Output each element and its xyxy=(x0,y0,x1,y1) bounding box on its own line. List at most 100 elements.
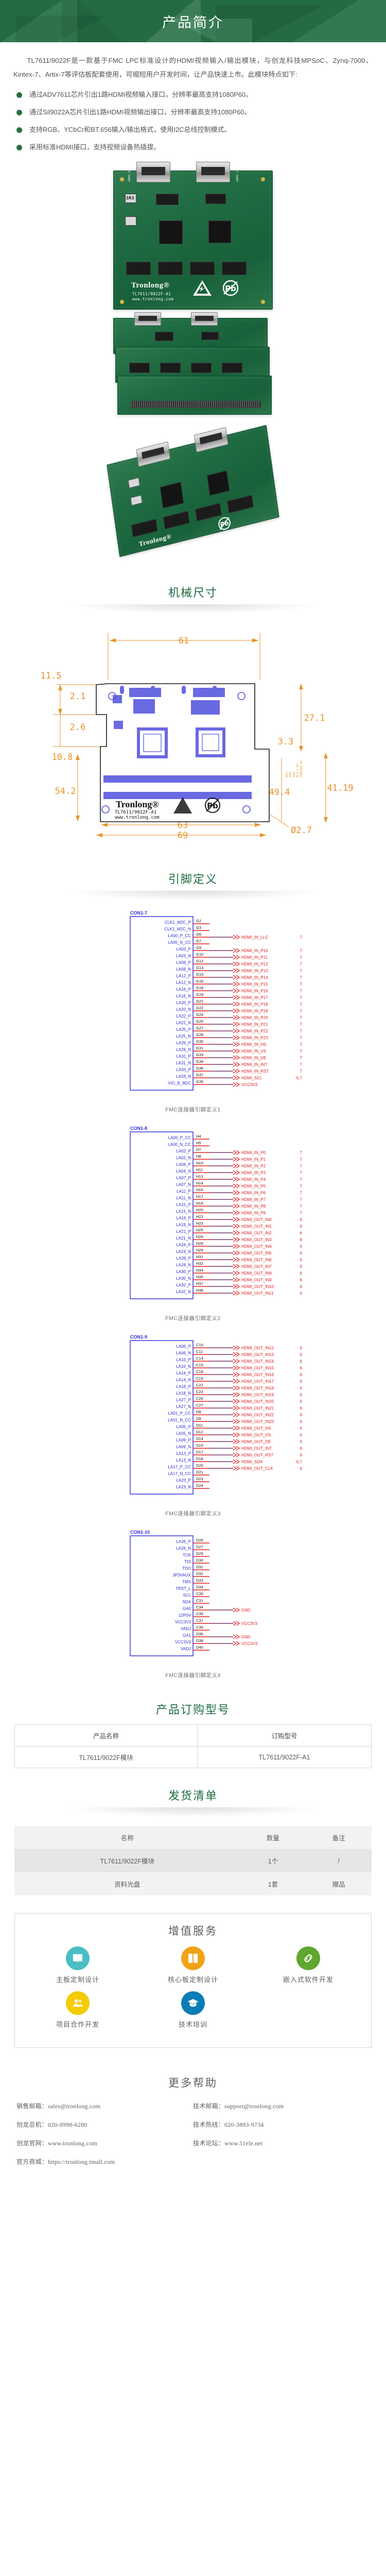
schematic-pin-number: D33 xyxy=(196,1578,203,1583)
schematic-sheet-ref: 6 xyxy=(300,1419,303,1424)
table-header-cell: 备注 xyxy=(332,1835,345,1842)
value-added-item[interactable]: 技术培训 xyxy=(135,1991,251,2029)
contact-value[interactable]: sales@tronlong.com xyxy=(48,2103,101,2110)
intro-section: TL7611/9022F是一款基于FMC LPC标准设计的HDMI视频输入/输出… xyxy=(0,42,386,83)
contact-label: 销售邮箱： xyxy=(16,2103,48,2110)
value-added-item[interactable]: 嵌入式软件开发 xyxy=(251,1946,366,1984)
schematic-signal-name: LA15_P xyxy=(177,1202,191,1207)
value-added-item[interactable]: 核心板定制设计 xyxy=(135,1946,251,1984)
schematic-net-name: HDMI_IN_P16 xyxy=(241,989,268,993)
schematic-signal-name: LA01_P_CC xyxy=(168,1411,191,1416)
schematic-signal-name: 12P0V xyxy=(179,1613,191,1618)
off-page-connector-icon xyxy=(233,1250,240,1256)
schematic-signal-name: TCK xyxy=(183,1553,191,1557)
schematic-sheet-ref: 7 xyxy=(300,1015,303,1020)
off-page-connector-icon xyxy=(233,1392,240,1397)
table-cell: 1套 xyxy=(268,1881,278,1889)
schematic-sheet-ref: 7 xyxy=(300,1069,303,1074)
contact-value[interactable]: 020-3893-9734 xyxy=(224,2121,264,2129)
schematic-sheet-ref: 6 xyxy=(300,1366,303,1370)
contact-value[interactable]: https://tronlong.tmall.com xyxy=(48,2158,115,2166)
value-added-item[interactable]: 项目合作开发 xyxy=(20,1991,135,2029)
pcb-angled-wrap: Tronlong® Pb xyxy=(85,425,301,558)
schematic-net-name: HDMI_IN_P12 xyxy=(241,962,268,967)
schematic-signal-name: LA21_P xyxy=(177,1229,191,1234)
value-added-item[interactable]: 主板定制设计 xyxy=(20,1946,135,1984)
schematic-net-name: HDMI_OUT_IN12 xyxy=(241,1346,274,1350)
schematic-signal-name: LA20_P xyxy=(177,1001,191,1005)
schematic-net-name: HDMI_OUT_IN11 xyxy=(241,1291,274,1296)
schematic-signal-name: LA27_P xyxy=(177,1398,191,1402)
hdmi-out-connector xyxy=(136,442,171,467)
schematic-net-name: HDMI_IN_P19 xyxy=(241,1009,268,1013)
off-page-connector-icon xyxy=(233,1352,240,1357)
schematic-pin-number: H4 xyxy=(196,1134,201,1139)
off-page-connector-icon xyxy=(233,1385,240,1391)
table-row: TL7611/9022F模块 TL7611/9022F-A1 xyxy=(14,1746,372,1769)
contact-row: 技术热线：020-3893-9734 xyxy=(193,2120,370,2129)
schematic-net-name: HDMI_OUT_IN5 xyxy=(241,1251,272,1256)
more-help-title: 更多帮助 xyxy=(168,2077,218,2090)
feature-text: 通过Sil9022A芯片引出1路HDMI视频输出接口，分辨率最高支持1080P6… xyxy=(29,108,251,116)
silk-brand: Tronlong® xyxy=(138,532,172,548)
value-added-label: 项目合作开发 xyxy=(56,2021,99,2029)
schematic-pin-number: D17 xyxy=(196,1450,203,1454)
schematic-signal-name: LA30_N xyxy=(176,1276,191,1281)
schematic-signal-name: LA18_N xyxy=(176,1391,191,1396)
schematic-net-name: HDMI_IN_P18 xyxy=(241,1002,268,1007)
contact-row: 技术邮箱：support@tronlong.com xyxy=(193,2102,370,2110)
schematics-container: CON1-7 CLK1_M2C_P G2 CLK1_M2C_N G3 LA00_P_CC G… xyxy=(0,906,386,1687)
schematic-signal-name: VADJ xyxy=(181,1626,191,1631)
shipping-table: 名称 数量 备注 TL7611/9022F模块 1个 / 资料光盘 1套 赠品 xyxy=(14,1826,372,1896)
value-added-label: 嵌入式软件开发 xyxy=(283,1976,334,1984)
schematic-net-name: HDMI_OUT_CLK xyxy=(241,1466,273,1471)
schematic-signal-name: LA23_P xyxy=(177,1478,191,1483)
section-title-shipping: 发货清单 xyxy=(168,1789,218,1803)
schematic-sheet-ref: 6 xyxy=(300,1238,303,1242)
hero-banner: 产品简介 xyxy=(0,0,386,42)
schematic-signal-name: LA05_P xyxy=(177,1425,191,1429)
schematic-sheet-ref: 6 xyxy=(300,1453,303,1458)
drawing-title-block: MFG: SYM: PAD: BUILT BY: CHECKED BY: xyxy=(286,759,303,777)
schematic-pin-number: G37 xyxy=(196,1073,203,1077)
schematic-pin-number: G22 xyxy=(196,1006,203,1010)
feature-text: 采用标准HDMI接口，支持视频设备热插拔。 xyxy=(29,143,161,151)
dim-left-a: 11.5 xyxy=(41,671,62,681)
schematic-pin-number: D9 xyxy=(196,1416,201,1421)
schematic-pin-number: C37 xyxy=(196,1618,203,1623)
schematic-net-name: HDMI_IN_P20 xyxy=(241,1015,268,1020)
schematic-pin-number: G12 xyxy=(196,959,203,963)
schematic-sheet-ref: 7 xyxy=(300,1157,303,1162)
schematic-sheet-ref: 6 xyxy=(300,1251,303,1256)
schematic-signal-name: LA20_N xyxy=(176,1007,191,1012)
schematic-pin-number: H28 xyxy=(196,1241,203,1246)
schematic-net-name: HDMI_OUT_IN9 xyxy=(241,1278,272,1282)
schematic-block-label: CON1-10 xyxy=(130,1530,150,1535)
ic xyxy=(155,332,173,342)
schematic-pin-number: G6 xyxy=(196,932,201,937)
contact-value[interactable]: www.tronlong.com xyxy=(48,2140,97,2147)
ic-adv7611 xyxy=(159,221,183,245)
schematic-signal-name: LA03_N xyxy=(176,954,191,958)
table-cell: 资料光盘 xyxy=(114,1881,141,1889)
off-page-connector-icon xyxy=(233,995,240,1000)
contact-value[interactable]: www.51ele.net xyxy=(224,2140,263,2147)
mount-pad xyxy=(120,300,124,304)
contact-value[interactable]: 020-8998-6280 xyxy=(48,2121,87,2129)
schematic-signal-name: LA31_N xyxy=(176,1061,191,1065)
ic-u5 xyxy=(126,262,151,276)
ic-u3 xyxy=(158,262,183,276)
schematic-net-name: HDMI_OUT_IN6 xyxy=(241,1258,272,1262)
table-cell: TL7611/9022F模块 xyxy=(14,1746,198,1769)
contact-value[interactable]: support@tronlong.com xyxy=(224,2103,284,2110)
schematic-sheet-ref: 6 xyxy=(300,1359,303,1364)
schematic-sheet-ref: 6 xyxy=(300,1372,303,1377)
schematic-signal-name: LA09_P xyxy=(177,1438,191,1443)
hdmi-connector xyxy=(191,312,218,326)
ic xyxy=(222,363,242,374)
schematic-svg: CON1-9 LA06_P C10 HDMI_OUT_IN12 6 LA06_N C11 HD… xyxy=(130,1334,303,1495)
schematic-signal-name: LA14_N xyxy=(176,1378,191,1382)
mount-pad xyxy=(261,300,265,304)
schematic-pin-number: D38 xyxy=(196,1638,203,1643)
table-cell: / xyxy=(338,1857,340,1865)
